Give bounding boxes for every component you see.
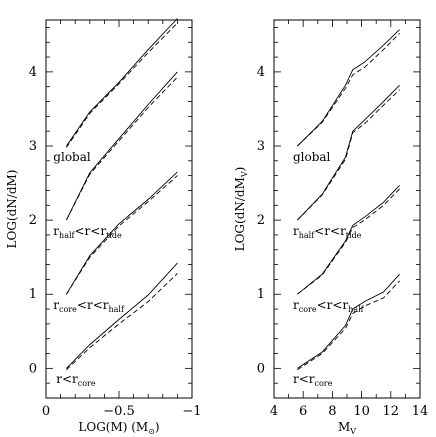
y-tick-label: 1 (257, 287, 265, 302)
region-label-subscript: core (78, 379, 96, 388)
region-label-main: r (53, 224, 59, 238)
series-line-core-half-solid (297, 184, 400, 295)
x-axis-label: MV (338, 420, 356, 436)
series-line-inner-solid (297, 273, 400, 369)
x-axis-label: LOG(M) (M⊙) (78, 420, 159, 436)
region-label: global (293, 150, 331, 164)
y-tick-label: 4 (29, 65, 37, 80)
x-axis-label-text: M (338, 420, 350, 434)
y-axis-label: LOG(dN/dM) (5, 170, 19, 249)
y-tick-label: 2 (29, 213, 37, 228)
plot-frame (45, 19, 193, 399)
y-tick-label: 1 (29, 287, 37, 302)
region-label-subscript-2: half (348, 305, 364, 314)
region-label-middle: <r<r (317, 298, 349, 312)
series-line-core-half-solid (66, 171, 178, 295)
region-label-middle: <r<r (75, 224, 107, 238)
y-axis-label: LOG(dN/dMV) (233, 167, 249, 252)
series-line-global-solid (66, 18, 178, 147)
chart-panel-1: 0 1 2 3 4 0 −0.5 −1 LOG(M) (M⊙) LOG(dN/dM) global r… (5, 18, 202, 436)
region-label: r<rcore (293, 372, 333, 388)
region-label: rhalf<r<rtide (293, 224, 362, 240)
x-tick-label: 12 (383, 404, 400, 419)
y-tick-label: 3 (257, 139, 265, 154)
series-line-core-half-dashed (297, 188, 400, 295)
region-label-main: r (293, 298, 299, 312)
series-line-global-dashed (297, 32, 400, 147)
region-label-subscript-2: tide (346, 231, 362, 240)
series-line-inner-dashed (297, 280, 400, 371)
series-line-global-dashed (66, 22, 178, 148)
series-line-core-half-dashed (66, 175, 178, 295)
region-label: r<rcore (56, 372, 96, 388)
x-tick-label: 8 (328, 404, 336, 419)
region-label-subscript: core (315, 379, 333, 388)
x-tick-label: 10 (353, 404, 370, 419)
y-tick-label: 2 (257, 213, 265, 228)
x-tick-label: 0 (42, 404, 50, 419)
y-axis-label-subscript: V (240, 171, 249, 178)
x-tick-label: 6 (299, 404, 307, 419)
region-label-main: global (53, 150, 91, 164)
region-label-main: r<r (293, 372, 315, 386)
region-label-subscript: core (299, 305, 317, 314)
region-label-main: global (293, 150, 331, 164)
y-axis-label-text: LOG(dN/dM (233, 177, 247, 251)
region-label-subscript-2: tide (106, 231, 122, 240)
region-label-middle: <r<r (314, 224, 346, 238)
y-tick-label: 0 (257, 361, 265, 376)
y-axis-label-text: LOG(dN/dM) (5, 170, 19, 249)
region-label-subscript-2: half (109, 305, 125, 314)
region-label-main: r (53, 298, 59, 312)
region-label: rhalf<r<rtide (53, 224, 122, 240)
region-label-main: r<r (56, 372, 78, 386)
region-label-subscript: half (299, 231, 315, 240)
region-label-subscript: half (59, 231, 75, 240)
x-tick-label: 4 (270, 404, 278, 419)
region-label: global (53, 150, 91, 164)
x-axis-label-symbol: ⊙ (148, 427, 155, 436)
series-line-half-tide-dashed (297, 89, 400, 221)
x-axis-label-close: ) (155, 420, 160, 434)
x-axis-label-text: LOG(M) (M (78, 420, 148, 434)
x-axis-label-subscript: V (349, 427, 356, 436)
series-line-half-tide-solid (65, 71, 178, 221)
y-axis-label-close: ) (233, 167, 247, 172)
x-tick-label: 14 (412, 404, 429, 419)
series-line-global-solid (297, 29, 400, 147)
plot-frame (273, 19, 421, 399)
x-tick-label: −0.5 (103, 404, 135, 419)
y-tick-label: 0 (29, 361, 37, 376)
region-label: rcore<r<rhalf (53, 298, 125, 314)
series-line-half-tide-dashed (65, 76, 178, 221)
region-label: rcore<r<rhalf (293, 298, 365, 314)
region-label-middle: <r<r (77, 298, 109, 312)
y-tick-label: 3 (29, 139, 37, 154)
series-line-inner-dashed (66, 273, 178, 371)
region-label-subscript: core (59, 305, 77, 314)
x-tick-label: −1 (182, 404, 201, 419)
y-tick-label: 4 (257, 65, 265, 80)
region-label-main: r (293, 224, 299, 238)
series-line-inner-solid (66, 262, 178, 369)
